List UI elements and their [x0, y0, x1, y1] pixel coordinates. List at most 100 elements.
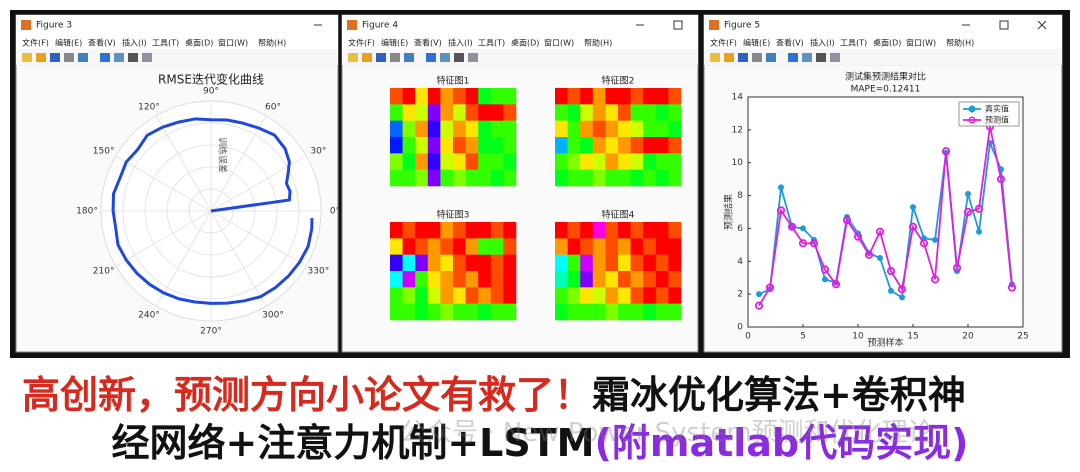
menu-item[interactable]: 帮助(H): [258, 38, 286, 48]
heatmap-cell: [630, 169, 644, 187]
toolbar-button[interactable]: [830, 53, 840, 62]
menu-item[interactable]: 查看(V): [88, 38, 116, 48]
heatmap-title: 特征图2: [602, 75, 635, 87]
menu-item[interactable]: 桌面(D): [511, 38, 539, 48]
menu-item[interactable]: 窗口(W): [218, 38, 248, 48]
heatmap-cell: [490, 254, 504, 272]
heatmap-cell: [453, 287, 466, 304]
heatmap-cell: [643, 238, 657, 255]
toolbar-button[interactable]: [100, 53, 110, 62]
menu-item[interactable]: 编辑(E): [381, 38, 408, 48]
toolbar-button[interactable]: [78, 53, 88, 62]
menu-item[interactable]: 帮助(H): [584, 38, 612, 48]
menu-item[interactable]: 插入(I): [448, 38, 473, 48]
heatmap-cell: [478, 153, 492, 170]
heatmap-cell: [618, 222, 631, 239]
menu-item[interactable]: 窗口(W): [906, 38, 936, 48]
menu-item[interactable]: 编辑(E): [743, 38, 770, 48]
data-point: [831, 280, 841, 289]
toolbar-button[interactable]: [766, 53, 776, 62]
heatmap-cell: [630, 303, 644, 321]
heatmap-cell: [478, 104, 492, 121]
menu-item[interactable]: 查看(V): [776, 38, 804, 48]
heatmap-cell: [478, 303, 492, 321]
heatmap-cell: [618, 169, 631, 187]
heatmap-cell: [618, 254, 631, 272]
heatmap-cell: [592, 120, 606, 138]
toolbar-button[interactable]: [738, 53, 748, 62]
toolbar-button[interactable]: [142, 53, 152, 62]
heatmap-cell: [630, 238, 644, 255]
heatmap-cell: [427, 169, 441, 187]
heatmap-cell: [440, 271, 454, 288]
menu-bar: [342, 35, 698, 49]
heatmap-cell: [555, 120, 568, 138]
menu-item[interactable]: 插入(I): [810, 38, 835, 48]
toolbar-button[interactable]: [114, 53, 124, 62]
caption-segment: (附matlab代码实现): [594, 421, 969, 465]
heatmap-cell: [567, 169, 581, 187]
toolbar-button[interactable]: [752, 53, 762, 62]
y-tick-label: 0: [737, 323, 743, 333]
menu-item[interactable]: 编辑(E): [55, 38, 82, 48]
menu-item[interactable]: 桌面(D): [185, 38, 213, 48]
menu-item[interactable]: 桌面(D): [873, 38, 901, 48]
toolbar-button[interactable]: [788, 53, 798, 62]
menu-item[interactable]: 帮助(H): [946, 38, 974, 48]
menu-item[interactable]: 窗口(W): [544, 38, 574, 48]
toolbar-button[interactable]: [440, 53, 450, 62]
heatmap-cell: [555, 153, 568, 170]
polar-line: [111, 117, 314, 305]
toolbar-button[interactable]: [348, 53, 358, 62]
toolbar-button[interactable]: [36, 53, 46, 62]
theta-tick-label: 300°: [262, 310, 284, 320]
heatmap-cell: [427, 137, 441, 154]
menu-item[interactable]: 工具(T): [478, 39, 505, 48]
toolbar-button[interactable]: [468, 53, 478, 62]
polar-spoke: [210, 210, 267, 307]
menu-item[interactable]: 文件(F): [22, 38, 49, 48]
heatmap-cell: [630, 104, 644, 121]
theta-tick-label: 240°: [138, 310, 160, 320]
x-axis-label: 预测样本: [867, 337, 903, 349]
toolbar-button[interactable]: [362, 53, 372, 62]
toolbar-button[interactable]: [404, 53, 414, 62]
heatmap-cell: [415, 222, 429, 239]
menu-item[interactable]: 文件(F): [710, 38, 737, 48]
toolbar-button[interactable]: [454, 53, 464, 62]
menu-item[interactable]: 工具(T): [840, 39, 867, 48]
heatmap-cell: [643, 120, 657, 138]
toolbar-button[interactable]: [64, 53, 74, 62]
toolbar-button[interactable]: [816, 53, 826, 62]
heatmap-cell: [465, 137, 479, 154]
chart-title: 测试集预测结果对比: [845, 71, 926, 83]
toolbar-button[interactable]: [710, 53, 720, 62]
theta-tick-label: 60°: [265, 103, 281, 113]
heatmap-cell: [503, 104, 517, 121]
menu-item[interactable]: 查看(V): [414, 38, 442, 48]
r-axis-label: 训练误差: [217, 137, 229, 173]
y-tick-label: 12: [732, 125, 743, 135]
toolbar-button[interactable]: [802, 53, 812, 62]
heatmap-cell: [643, 153, 657, 170]
theta-tick-label: 270°: [200, 327, 222, 337]
toolbar-button[interactable]: [724, 53, 734, 62]
toolbar-button[interactable]: [426, 53, 436, 62]
toolbar-button[interactable]: [50, 53, 60, 62]
heatmap-cell: [427, 287, 441, 304]
heatmap-cell: [478, 238, 492, 255]
heatmap-cell: [567, 153, 581, 170]
toolbar-button[interactable]: [390, 53, 400, 62]
toolbar-button[interactable]: [128, 53, 138, 62]
heatmap-cell: [555, 287, 568, 304]
toolbar-button[interactable]: [376, 53, 386, 62]
toolbar-button[interactable]: [22, 53, 32, 62]
menu-item[interactable]: 插入(I): [122, 38, 147, 48]
polar-spoke: [210, 115, 267, 212]
heatmap-cell: [503, 287, 517, 304]
data-point: [765, 283, 775, 292]
menu-item[interactable]: 工具(T): [152, 39, 179, 48]
menu-item[interactable]: 文件(F): [348, 38, 375, 48]
theta-tick-label: 30°: [310, 147, 326, 157]
heatmap-cell: [567, 104, 581, 121]
